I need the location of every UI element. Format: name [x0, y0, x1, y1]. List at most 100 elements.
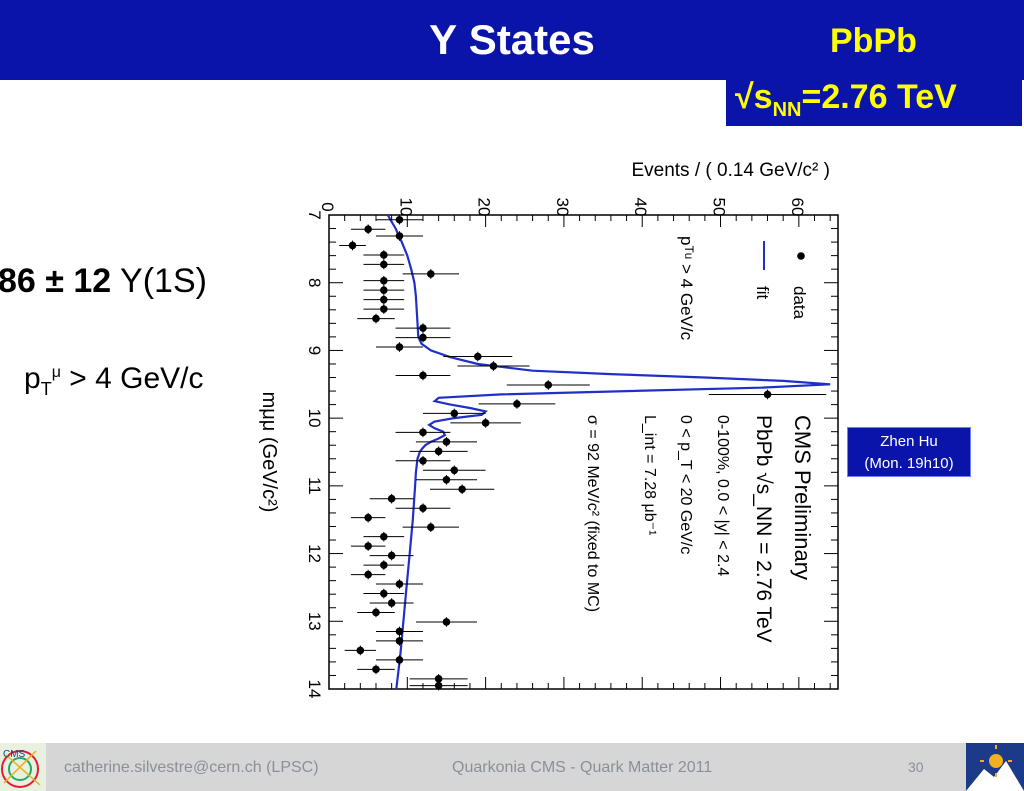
plot-annotation: CMS Preliminary — [790, 415, 815, 580]
collision-system-label: PbPb — [830, 22, 917, 60]
slide-title: Υ States — [429, 16, 595, 63]
data-point — [395, 215, 404, 224]
speaker-time: (Mon. 19h10) — [864, 455, 954, 472]
mass-tick-label: 10 — [305, 409, 324, 428]
data-point — [434, 447, 443, 456]
data-point — [380, 286, 388, 294]
page-number: 30 — [908, 759, 924, 775]
data-point — [395, 656, 404, 664]
data-point — [364, 570, 372, 579]
mass-tick-label: 11 — [305, 477, 324, 495]
count-axis-title: Events / ( 0.14 GeV/c² ) — [631, 160, 830, 181]
mass-tick-label: 9 — [305, 346, 324, 355]
data-point — [380, 260, 388, 269]
mass-tick-label: 12 — [305, 544, 324, 563]
count-tick-label: 10 — [396, 198, 415, 217]
count-tick-label: 60 — [788, 198, 807, 217]
lpsc-logo — [966, 743, 1024, 791]
count-tick-label: 40 — [631, 198, 650, 217]
data-point — [419, 371, 427, 380]
data-point — [419, 428, 427, 437]
data-point — [419, 457, 427, 465]
data-point — [513, 400, 521, 408]
energy-label: √sNN=2.76 TeV — [735, 78, 957, 122]
footer-contact: catherine.silvestre@cern.ch (LPSC) — [64, 759, 319, 776]
plot-frame — [328, 214, 839, 690]
data-point — [372, 314, 380, 323]
count-tick-label: 20 — [475, 198, 494, 217]
energy-prefix: √s — [735, 78, 773, 116]
count-tick-label: 50 — [710, 198, 729, 217]
yield-state: Υ(1S) — [120, 262, 207, 300]
cut-sub: T — [40, 379, 52, 399]
legend-data-label: data — [790, 286, 809, 320]
data-point — [442, 618, 451, 626]
plot-annotation: L_int = 7.28 μb⁻¹ — [641, 415, 658, 535]
cut-sup: μ — [51, 364, 61, 381]
data-point — [419, 324, 427, 332]
data-point — [481, 419, 490, 427]
plot-annotation: σ = 92 MeV/c² (fixed to MC) — [584, 415, 601, 612]
data-point — [356, 646, 365, 655]
data-point — [419, 333, 427, 342]
mass-spectrum-plot: 0 10 20 30 40 50 60 7 8 9 10 11 12 13 14 Events / ( 0.1… — [258, 160, 839, 698]
legend-fit-label: fit — [753, 286, 772, 300]
data-point — [387, 551, 396, 560]
count-tick-label: 30 — [553, 198, 572, 217]
data-point — [372, 665, 380, 674]
speaker-box: Zhen Hu (Mon. 19h10) — [847, 427, 971, 477]
data-point — [380, 276, 388, 285]
data-point — [387, 494, 396, 503]
mass-tick-label: 7 — [305, 210, 324, 219]
data-point — [489, 362, 498, 370]
data-point — [387, 599, 396, 607]
data-point — [473, 352, 482, 361]
cut-rest: > 4 GeV/c — [60, 362, 204, 395]
data-point — [763, 390, 772, 399]
data-point — [427, 523, 435, 531]
svg-text:CMS: CMS — [3, 749, 26, 760]
energy-sub: NN — [772, 98, 802, 121]
mass-tick-label: 8 — [305, 278, 324, 287]
plot-annotation: 0 < p_T < 20 GeV/c — [677, 415, 694, 554]
data-point — [544, 381, 553, 389]
data-point — [450, 409, 459, 418]
data-point — [442, 438, 451, 446]
data-point — [380, 561, 388, 569]
footer: catherine.silvestre@cern.ch (LPSC) Quark… — [0, 743, 1024, 791]
data-point — [419, 504, 427, 513]
data-point — [380, 532, 388, 541]
count-tick-label: 0 — [318, 202, 337, 211]
footer-talk-title: Quarkonia CMS - Quark Matter 2011 — [452, 759, 713, 776]
yield-text: 86 ± 12 Υ(1S) — [0, 262, 207, 301]
cut-p: p — [24, 362, 41, 395]
energy-badge — [726, 80, 1022, 126]
plot-cut-label: pᵀᵘ > 4 GeV/c — [677, 236, 696, 341]
data-point — [380, 589, 388, 598]
energy-suffix: =2.76 TeV — [801, 78, 957, 116]
data-point — [395, 343, 404, 351]
muon-pt-cut: pTμ > 4 GeV/c — [24, 362, 203, 400]
mass-tick-label: 13 — [305, 612, 324, 631]
cms-logo: CMS — [0, 743, 46, 791]
data-point — [434, 675, 443, 683]
yield-number: 86 ± 12 — [0, 262, 112, 300]
mass-axis-title: mμμ (GeV/c²) — [258, 392, 280, 513]
data-point — [372, 608, 380, 617]
data-point — [427, 270, 435, 278]
title-bar — [0, 0, 1024, 80]
data-point — [364, 542, 372, 550]
data-point — [450, 466, 459, 475]
data-point — [434, 681, 443, 690]
data-point — [395, 637, 404, 645]
data-point — [380, 305, 388, 313]
plot-annotation: PbPb √s_NN = 2.76 TeV — [752, 415, 775, 643]
speaker-name: Zhen Hu — [880, 433, 938, 450]
data-point — [395, 580, 404, 588]
data-point — [458, 485, 466, 494]
data-point — [348, 241, 357, 250]
data-point — [442, 475, 451, 484]
legend-data-marker — [797, 252, 805, 260]
data-point — [380, 295, 388, 304]
data-point — [380, 251, 388, 259]
